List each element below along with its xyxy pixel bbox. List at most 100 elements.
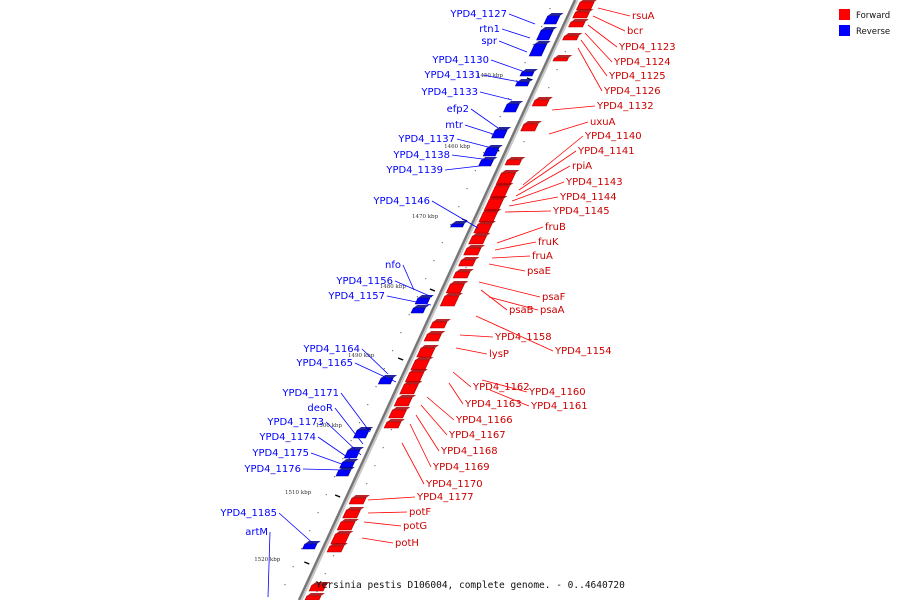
forward-gene-label: fruB bbox=[545, 222, 566, 233]
minor-dot bbox=[334, 476, 336, 478]
minor-dot bbox=[499, 116, 501, 118]
forward-gene-label: fruA bbox=[532, 251, 553, 262]
minor-dot bbox=[383, 368, 385, 370]
forward-gene-label: YPD4_1143 bbox=[565, 177, 623, 188]
forward-label-leader bbox=[597, 7, 631, 17]
reverse-gene-label: YPD4_1185 bbox=[219, 508, 277, 519]
forward-label-leader bbox=[496, 226, 544, 244]
forward-gene bbox=[393, 397, 413, 407]
minor-dot bbox=[516, 80, 518, 82]
forward-gene-label: YPD4_1162 bbox=[472, 382, 530, 393]
reverse-gene-label: efp2 bbox=[447, 104, 469, 115]
forward-gene-label: YPD4_1132 bbox=[596, 101, 654, 112]
forward-gene bbox=[473, 223, 493, 234]
forward-gene bbox=[330, 533, 350, 545]
forward-gene-edge bbox=[311, 582, 330, 585]
forward-gene-label: YPD4_1125 bbox=[608, 71, 666, 82]
reverse-gene bbox=[536, 29, 554, 41]
forward-label-leader bbox=[587, 24, 618, 48]
forward-label-leader bbox=[481, 379, 528, 393]
forward-gene bbox=[383, 421, 402, 429]
forward-gene bbox=[404, 371, 425, 383]
forward-label-leader bbox=[508, 196, 559, 207]
scale-tick-label: 1510 kbp bbox=[285, 490, 312, 496]
forward-label-leader bbox=[361, 537, 394, 544]
reverse-label-leader bbox=[482, 74, 521, 83]
forward-gene bbox=[562, 35, 579, 41]
minor-dot bbox=[350, 440, 352, 442]
reverse-gene-label: rtn1 bbox=[479, 24, 500, 35]
forward-gene-edge bbox=[580, 0, 597, 2]
scale-tick-label: 1480 kbp bbox=[380, 284, 407, 290]
forward-gene-edge bbox=[501, 170, 520, 173]
forward-label-leader bbox=[488, 296, 539, 311]
forward-gene-label: potH bbox=[395, 538, 419, 549]
minor-dot bbox=[466, 188, 468, 190]
reverse-gene-edge bbox=[495, 127, 512, 130]
reverse-gene-label: YPD4_1173 bbox=[266, 417, 324, 428]
reverse-label-leader bbox=[470, 108, 499, 129]
forward-gene-label: YPD4_1145 bbox=[552, 206, 610, 217]
reverse-gene-label: YPD4_1137 bbox=[397, 134, 455, 145]
forward-gene-label: psaB bbox=[509, 305, 534, 316]
forward-gene-edge bbox=[386, 419, 405, 422]
minor-dot bbox=[474, 170, 476, 172]
forward-label-leader bbox=[504, 210, 552, 213]
forward-gene-label: YPD4_1124 bbox=[613, 57, 671, 68]
reverse-gene-label: YPD4_1133 bbox=[420, 87, 478, 98]
forward-gene bbox=[342, 509, 361, 519]
forward-label-leader bbox=[478, 281, 541, 298]
reverse-gene-edge bbox=[541, 27, 558, 30]
minor-dot bbox=[556, 69, 558, 71]
minor-dot bbox=[292, 566, 294, 568]
forward-label-leader bbox=[415, 414, 440, 452]
reverse-gene bbox=[528, 43, 548, 57]
reverse-gene-edge bbox=[517, 79, 534, 82]
forward-gene-edge bbox=[570, 19, 589, 22]
forward-label-leader bbox=[401, 442, 425, 485]
minor-dot bbox=[549, 8, 551, 10]
minor-dot bbox=[441, 242, 443, 244]
reverse-gene bbox=[335, 469, 352, 477]
forward-label-leader bbox=[491, 255, 531, 259]
forward-gene-label: bcr bbox=[627, 26, 644, 37]
forward-label-leader bbox=[548, 121, 589, 135]
forward-gene bbox=[504, 159, 522, 166]
forward-gene-label: YPD4_1166 bbox=[455, 415, 513, 426]
forward-gene bbox=[478, 211, 498, 223]
forward-gene-edge bbox=[477, 221, 496, 224]
scale-tick-label: 1500 kbp bbox=[316, 423, 343, 429]
forward-gene bbox=[575, 1, 595, 11]
reverse-label-leader bbox=[310, 452, 351, 468]
reverse-legend-label: Reverse bbox=[856, 27, 890, 37]
minor-dot bbox=[309, 530, 311, 532]
reverse-gene-label: YPD4_1138 bbox=[392, 150, 450, 161]
forward-gene bbox=[388, 409, 407, 419]
forward-gene bbox=[520, 123, 539, 132]
reverse-gene-label: YPD4_1165 bbox=[295, 358, 353, 369]
forward-gene bbox=[572, 11, 590, 19]
forward-gene bbox=[326, 545, 345, 553]
minor-dot bbox=[416, 296, 419, 298]
forward-label-leader bbox=[577, 47, 603, 92]
forward-gene-edge bbox=[444, 293, 463, 296]
reverse-label-leader bbox=[267, 531, 271, 598]
minor-dot bbox=[449, 224, 452, 226]
forward-gene-edge bbox=[392, 407, 411, 410]
reverse-gene-label: mtr bbox=[445, 120, 464, 131]
forward-gene-label: lysP bbox=[489, 349, 509, 360]
forward-label-leader bbox=[448, 382, 464, 405]
minor-dot bbox=[458, 206, 460, 208]
reverse-gene-edge bbox=[348, 447, 364, 450]
minor-dot bbox=[382, 447, 384, 449]
reverse-gene-label: YPD4_1176 bbox=[243, 464, 301, 475]
reverse-label-leader bbox=[479, 91, 513, 101]
forward-label-leader bbox=[551, 105, 596, 111]
reverse-gene-label: YPD4_1174 bbox=[258, 432, 316, 443]
genome-backbone bbox=[297, 0, 577, 600]
minor-dot bbox=[324, 573, 326, 575]
forward-gene-edge bbox=[483, 209, 502, 212]
forward-gene-label: YPD4_1167 bbox=[448, 430, 506, 441]
reverse-gene-edge bbox=[413, 305, 430, 308]
forward-gene bbox=[552, 57, 569, 62]
